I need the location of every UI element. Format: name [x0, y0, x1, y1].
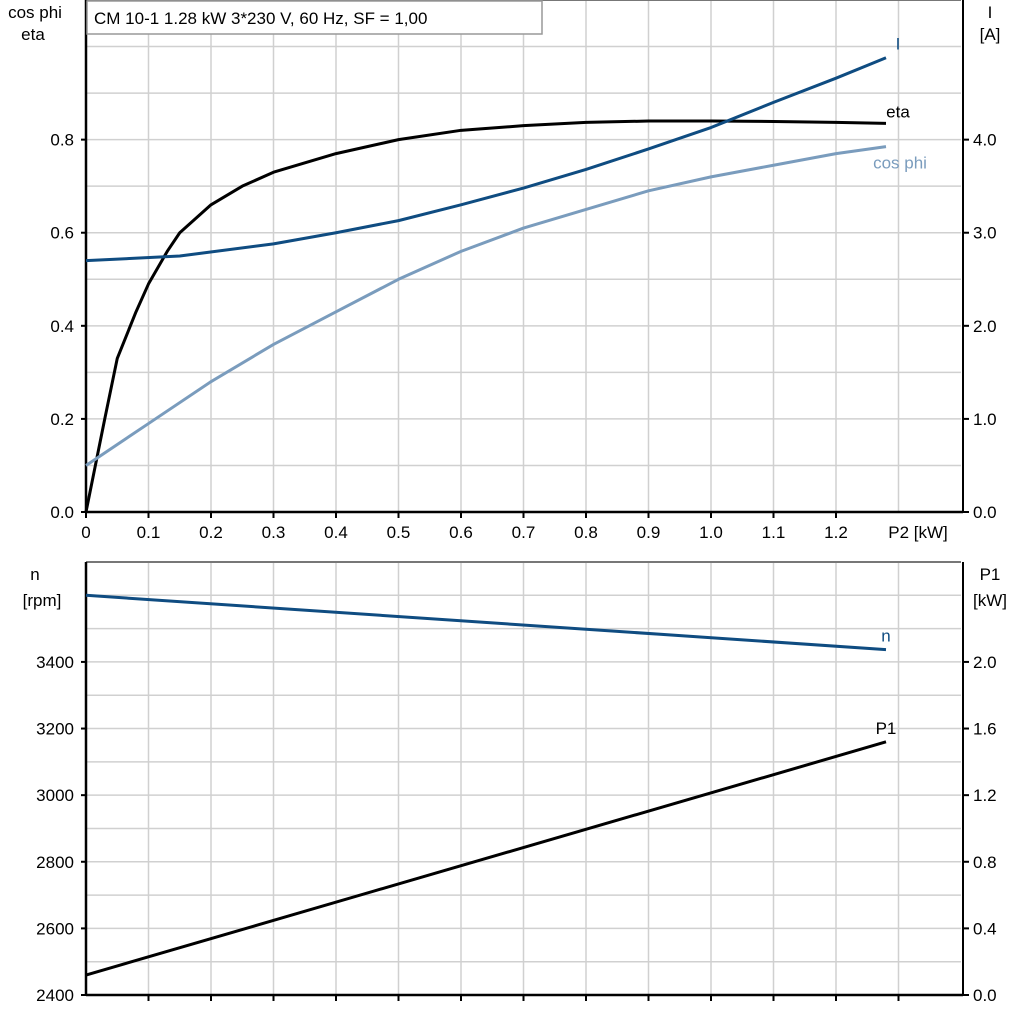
series-label-I: I [896, 35, 901, 54]
y-tick-label-left: 0.2 [50, 410, 74, 429]
y-tick-label-right: 2.0 [973, 317, 997, 336]
y-tick-label-right: 0.0 [973, 986, 997, 1005]
series-line-I [85, 56, 887, 263]
x-tick-label: 0.4 [324, 523, 348, 542]
y-tick-label-left: 0.6 [50, 224, 74, 243]
y-tick-label-right: 1.2 [973, 786, 997, 805]
x-tick-label: 0.2 [199, 523, 223, 542]
y-tick-label-left: 3000 [36, 786, 74, 805]
y-tick-label-right: 1.0 [973, 410, 997, 429]
series-line-eta [84, 119, 887, 513]
series-line-cos-phi [85, 145, 887, 467]
x-tick-label: 1.1 [762, 523, 786, 542]
x-tick-label: 0.9 [637, 523, 661, 542]
series-label-n: n [881, 627, 890, 646]
y-tick-label-left: 2600 [36, 919, 74, 938]
y-axis-label-left-unit: [rpm] [23, 591, 62, 610]
y-tick-label-right: 0.4 [973, 919, 997, 938]
y-tick-label-right: 0.8 [973, 853, 997, 872]
x-tick-label: 0.8 [574, 523, 598, 542]
y-tick-label-left: 2800 [36, 853, 74, 872]
series-line-P1 [85, 740, 887, 977]
series-line-n [85, 593, 887, 652]
y-axis-label-left-unit: eta [21, 25, 45, 44]
x-tick-label: 1.2 [824, 523, 848, 542]
x-axis-label: P2 [kW] [888, 523, 948, 542]
x-tick-label: 1.0 [699, 523, 723, 542]
y-axis-label-right-unit: [kW] [973, 591, 1007, 610]
x-tick-label: 0.3 [262, 523, 286, 542]
y-axis-label-left: cos phi [8, 3, 62, 22]
y-tick-label-right: 1.6 [973, 720, 997, 739]
y-tick-label-left: 0.8 [50, 131, 74, 150]
y-tick-label-right: 2.0 [973, 653, 997, 672]
x-tick-label: 0.5 [387, 523, 411, 542]
y-axis-label-right: P1 [980, 565, 1001, 584]
x-tick-label: 0.6 [449, 523, 473, 542]
y-tick-label-right: 4.0 [973, 131, 997, 150]
y-tick-label-left: 2400 [36, 986, 74, 1005]
series-label-eta: eta [886, 102, 910, 121]
y-tick-label-right: 0.0 [973, 503, 997, 522]
y-tick-label-left: 0.0 [50, 503, 74, 522]
series-label-P1: P1 [876, 719, 897, 738]
y-axis-label-right: I [988, 3, 993, 22]
y-tick-label-left: 3200 [36, 720, 74, 739]
x-tick-label: 0.1 [137, 523, 161, 542]
y-tick-label-left: 3400 [36, 653, 74, 672]
y-tick-label-left: 0.4 [50, 317, 74, 336]
x-tick-label: 0.7 [512, 523, 536, 542]
chart-title: CM 10-1 1.28 kW 3*230 V, 60 Hz, SF = 1,0… [94, 9, 427, 28]
y-axis-label-left: n [30, 565, 39, 584]
series-label-cos-phi: cos phi [873, 154, 927, 173]
y-axis-label-right-unit: [A] [980, 25, 1001, 44]
title-box [86, 0, 543, 35]
y-tick-label-right: 3.0 [973, 224, 997, 243]
x-tick-label: 0 [81, 523, 90, 542]
